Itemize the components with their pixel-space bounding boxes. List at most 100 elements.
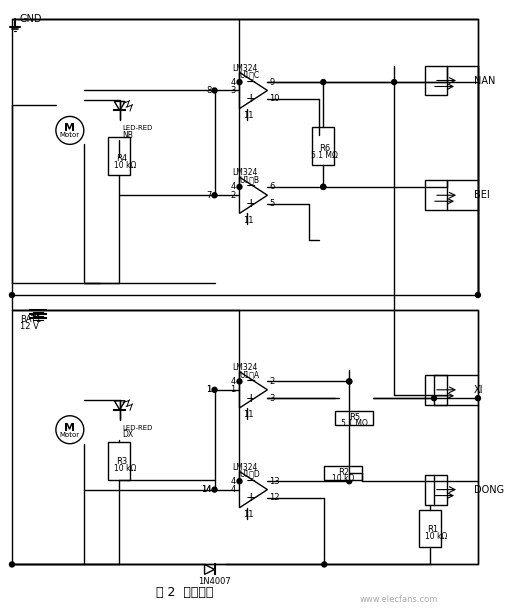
Text: R2: R2 — [338, 468, 349, 477]
Text: Motor: Motor — [60, 133, 80, 138]
Text: 1N4007: 1N4007 — [198, 577, 231, 586]
Text: U1：B: U1：B — [240, 176, 260, 184]
Text: +: + — [245, 491, 256, 505]
Text: 2: 2 — [230, 191, 236, 200]
Circle shape — [212, 387, 217, 392]
Bar — [312, 127, 334, 165]
Circle shape — [237, 184, 242, 189]
Circle shape — [237, 379, 242, 384]
Text: 10 kΩ: 10 kΩ — [114, 161, 136, 170]
Bar — [425, 375, 447, 405]
Circle shape — [321, 80, 326, 85]
Bar — [108, 138, 130, 175]
Text: R5: R5 — [349, 413, 360, 422]
Text: LM324: LM324 — [232, 363, 257, 372]
Circle shape — [347, 379, 352, 384]
Text: 10 kΩ: 10 kΩ — [425, 532, 448, 541]
Text: BAT1: BAT1 — [20, 316, 41, 324]
Circle shape — [432, 395, 436, 401]
Text: DONG: DONG — [474, 484, 504, 495]
Text: R3: R3 — [116, 457, 127, 466]
Text: BEI: BEI — [474, 190, 490, 200]
Circle shape — [212, 193, 217, 198]
Circle shape — [56, 416, 84, 444]
Bar — [425, 66, 447, 95]
Circle shape — [237, 80, 242, 85]
Circle shape — [321, 184, 326, 189]
Text: 1: 1 — [206, 386, 212, 394]
Text: Motor: Motor — [60, 432, 80, 438]
Text: 6: 6 — [269, 182, 275, 192]
Text: 11: 11 — [243, 510, 254, 519]
Text: 5: 5 — [269, 199, 274, 208]
Text: 9: 9 — [269, 77, 274, 87]
Text: NB: NB — [123, 131, 133, 140]
Circle shape — [212, 487, 217, 492]
Text: GND: GND — [20, 14, 42, 23]
Text: M: M — [64, 422, 75, 433]
Text: LM324: LM324 — [232, 64, 257, 72]
Text: −: − — [245, 181, 256, 193]
Polygon shape — [240, 472, 267, 508]
Text: 10 kΩ: 10 kΩ — [332, 474, 355, 483]
Text: 1: 1 — [230, 386, 236, 394]
Text: 10: 10 — [269, 95, 280, 103]
Text: 4: 4 — [230, 377, 236, 386]
Text: +: + — [245, 197, 256, 210]
Bar — [425, 181, 447, 210]
Circle shape — [10, 292, 14, 298]
Text: −: − — [245, 76, 256, 88]
Text: 8: 8 — [206, 86, 212, 95]
Bar — [425, 475, 447, 505]
Text: 4: 4 — [230, 476, 236, 486]
Text: 11: 11 — [243, 111, 254, 120]
Text: DX: DX — [123, 430, 134, 439]
Text: 2: 2 — [269, 377, 274, 386]
Text: +: + — [245, 392, 256, 405]
Text: 10 kΩ: 10 kΩ — [114, 464, 136, 473]
Text: 14: 14 — [201, 485, 212, 494]
Text: 5.1 MΩ: 5.1 MΩ — [311, 151, 338, 160]
Circle shape — [322, 562, 327, 567]
Circle shape — [212, 88, 217, 93]
Circle shape — [10, 562, 14, 567]
Circle shape — [475, 292, 480, 298]
Text: R1: R1 — [427, 525, 438, 534]
Text: U1：C: U1：C — [239, 71, 260, 80]
Text: 4: 4 — [230, 182, 236, 192]
Text: R4: R4 — [116, 154, 127, 163]
Bar — [12, 18, 478, 295]
Bar — [335, 411, 373, 425]
Text: LM324: LM324 — [232, 168, 257, 177]
Circle shape — [321, 184, 326, 189]
Text: 7: 7 — [206, 191, 212, 200]
Bar — [324, 465, 362, 480]
Text: 11: 11 — [243, 216, 254, 225]
Polygon shape — [114, 401, 125, 410]
Text: U1：A: U1：A — [239, 370, 260, 379]
Circle shape — [347, 479, 352, 484]
Bar — [419, 510, 441, 548]
Polygon shape — [240, 177, 267, 214]
Text: 11: 11 — [243, 411, 254, 419]
Circle shape — [347, 379, 352, 384]
Text: R6: R6 — [319, 144, 330, 153]
Text: −: − — [245, 375, 256, 388]
Polygon shape — [204, 564, 215, 575]
Circle shape — [237, 479, 242, 484]
Text: 1: 1 — [206, 386, 212, 394]
Text: 3: 3 — [269, 394, 275, 403]
Text: 12: 12 — [269, 494, 280, 502]
Text: +: + — [245, 92, 256, 106]
Text: 14: 14 — [201, 485, 212, 494]
Text: LED-RED: LED-RED — [123, 425, 153, 431]
Polygon shape — [114, 101, 125, 111]
Text: 12 V: 12 V — [20, 322, 39, 332]
Text: 3: 3 — [230, 86, 236, 95]
Text: −: − — [245, 475, 256, 488]
Text: XI: XI — [474, 385, 483, 395]
Text: 13: 13 — [269, 476, 280, 486]
Text: 5.1 MΩ: 5.1 MΩ — [341, 419, 367, 428]
Text: 4: 4 — [230, 485, 236, 494]
Text: LM324: LM324 — [232, 463, 257, 472]
